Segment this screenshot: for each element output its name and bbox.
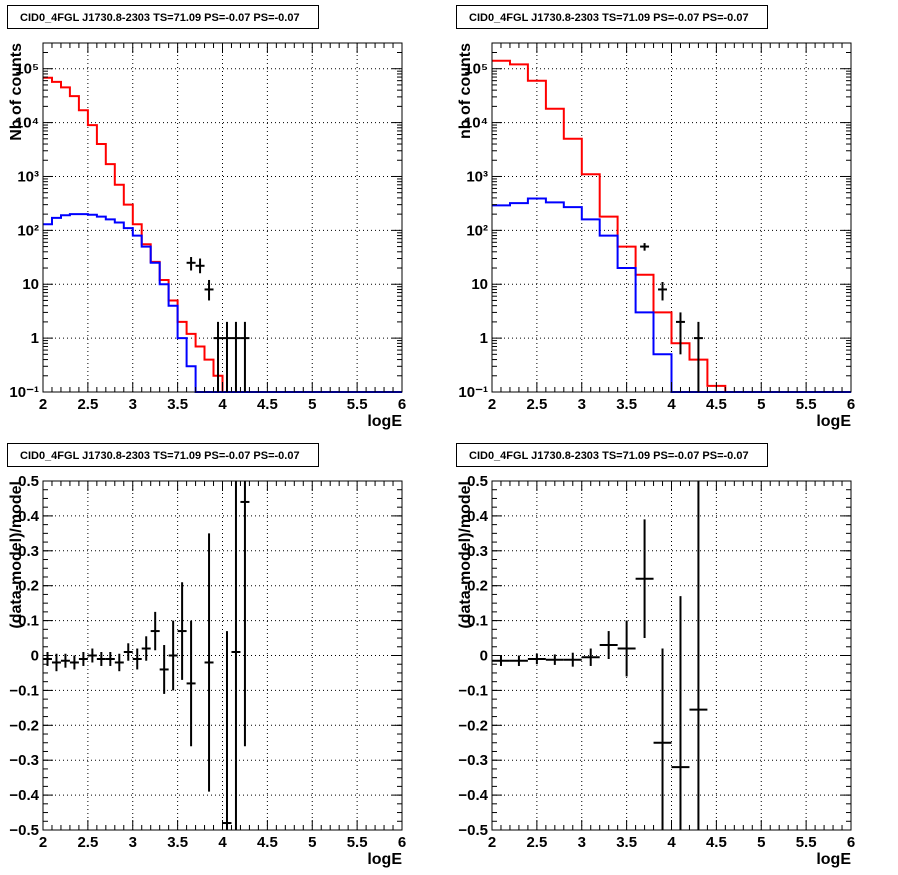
panel-2-y-tick-label-0: 10⁻¹ [458,384,488,401]
panel-4-x-tick-label-5: 4.5 [706,834,727,851]
panel-3-y-tick-label-8: 0.3 [18,543,39,560]
panel-2-x-tick-label-4: 4 [667,396,676,413]
panel-1-x-tick-label-3: 3.5 [167,396,188,413]
panel-1-x-tick-label-5: 4.5 [257,396,278,413]
panel-4-y-tick-label-1: −0.4 [458,787,488,804]
panel-4-y-tick-label-6: 0.1 [467,613,488,630]
panel-1-x-axis-label: logE [367,413,402,430]
panel-4-x-tick-label-7: 5.5 [796,834,817,851]
panel-1-y-tick-label-3: 10² [17,222,39,239]
panel-3-y-tick-label-5: 0 [31,648,39,665]
panel-2-x-tick-label-1: 2.5 [526,396,547,413]
panel-2-x-tick-label-0: 2 [488,396,496,413]
panel-3-x-tick-label-5: 4.5 [257,834,278,851]
panel-3-y-tick-label-3: −0.2 [9,717,39,734]
panel-2-x-tick-label-2: 3 [578,396,586,413]
panel-4-x-tick-label-2: 3 [578,834,586,851]
panel-1-y-tick-label-6: 10⁵ [15,61,39,78]
panel-1-y-tick-label-4: 10³ [17,168,39,185]
panel-2-y-tick-label-6: 10⁵ [464,61,488,78]
panel-4-x-tick-label-3: 3.5 [616,834,637,851]
panel-3-x-tick-label-8: 6 [398,834,406,851]
panel-3-y-tick-label-0: −0.5 [9,822,39,839]
panel-2-series-0-step-line [492,59,851,393]
panel-4-x-tick-label-4: 4 [667,834,676,851]
panel-4-x-tick-label-1: 2.5 [526,834,547,851]
panel-3-y-tick-label-2: −0.3 [9,752,39,769]
panel-1-series-0-step-line [43,76,402,393]
panel-1-y-tick-label-0: 10⁻¹ [9,384,39,401]
panel-1-y-tick-label-5: 10⁴ [15,115,39,132]
panel-1-y-tick-label-1: 1 [31,330,39,347]
panel-4-x-tick-label-8: 6 [847,834,855,851]
panel-2-title: CID0_4FGL J1730.8-2303 TS=71.09 PS=-0.07… [456,5,768,29]
panel-1-x-tick-label-8: 6 [398,396,406,413]
panel-4-y-tick-label-5: 0 [480,648,488,665]
panel-2-y-tick-label-5: 10⁴ [464,115,488,132]
panel-1-x-tick-label-0: 2 [39,396,47,413]
panel-3-x-tick-label-1: 2.5 [77,834,98,851]
panel-4-y-axis-label: (data-model)/model [457,481,474,629]
panel-2-x-axis-label: logE [816,413,851,430]
panel-3-y-tick-label-9: 0.4 [18,508,40,525]
panel-1-x-tick-label-4: 4 [218,396,227,413]
panel-4-y-tick-label-4: −0.1 [458,682,488,699]
panel-4-y-tick-label-9: 0.4 [467,508,489,525]
panel-3-x-tick-label-2: 3 [129,834,137,851]
panel-4-x-tick-label-6: 5 [757,834,765,851]
panel-2-y-tick-label-1: 1 [480,330,488,347]
panel-1-y-axis-label: Nb of counts [8,43,25,141]
panel-3-y-tick-label-10: 0.5 [18,473,39,490]
panel-3-title: CID0_4FGL J1730.8-2303 TS=71.09 PS=-0.07… [7,443,319,467]
panel-1-x-tick-label-2: 3 [129,396,137,413]
panel-2-y-tick-label-3: 10² [466,222,488,239]
panel-2-x-tick-label-3: 3.5 [616,396,637,413]
panel-3-x-tick-label-4: 4 [218,834,227,851]
panel-4-x-tick-label-0: 2 [488,834,496,851]
panel-3-y-tick-label-7: 0.2 [18,578,39,595]
panel-4-y-tick-label-7: 0.2 [467,578,488,595]
panel-3-y-axis-label: (data-model)/model [8,481,25,629]
panel-2-y-tick-label-2: 10 [471,276,488,293]
panel-4-y-tick-label-8: 0.3 [467,543,488,560]
panel-4-y-tick-label-10: 0.5 [467,473,488,490]
panel-3-y-tick-label-6: 0.1 [18,613,39,630]
panel-3-y-tick-label-4: −0.1 [9,682,39,699]
panel-3-x-axis-label: logE [367,851,402,868]
panel-4-y-tick-label-3: −0.2 [458,717,488,734]
panel-3-y-tick-label-1: −0.4 [9,787,39,804]
panel-4-y-tick-label-2: −0.3 [458,752,488,769]
panel-1-x-tick-label-7: 5.5 [347,396,368,413]
panel-4-title: CID0_4FGL J1730.8-2303 TS=71.09 PS=-0.07… [456,443,768,467]
panel-4-y-tick-label-0: −0.5 [458,822,488,839]
panel-2-x-tick-label-5: 4.5 [706,396,727,413]
panel-1-title: CID0_4FGL J1730.8-2303 TS=71.09 PS=-0.07… [7,5,319,29]
panel-1-x-tick-label-1: 2.5 [77,396,98,413]
panel-2-x-tick-label-6: 5 [757,396,765,413]
panel-2-y-tick-label-4: 10³ [466,168,488,185]
panel-3-x-tick-label-0: 2 [39,834,47,851]
panel-1-x-tick-label-6: 5 [308,396,316,413]
panel-3-x-tick-label-3: 3.5 [167,834,188,851]
panel-2-x-tick-label-8: 6 [847,396,855,413]
panel-3-x-tick-label-7: 5.5 [347,834,368,851]
panel-4-x-axis-label: logE [816,851,851,868]
panel-2-x-tick-label-7: 5.5 [796,396,817,413]
panel-2-y-axis-label: nb of counts [457,43,474,139]
panel-3-x-tick-label-6: 5 [308,834,316,851]
panel-1-y-tick-label-2: 10 [22,276,39,293]
